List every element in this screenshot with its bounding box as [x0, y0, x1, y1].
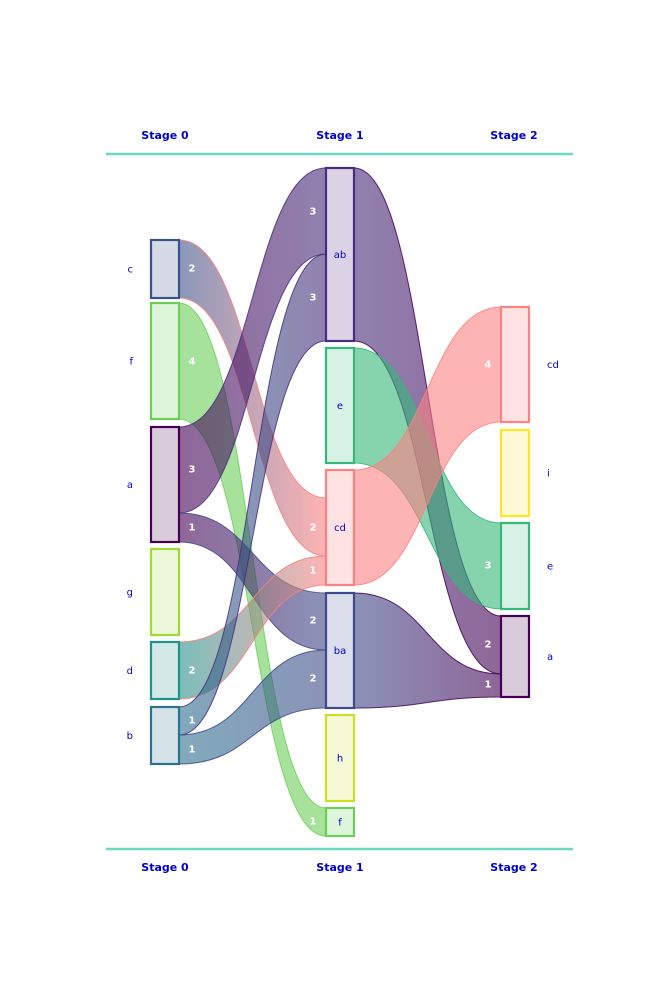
node-stage1-ba [324, 591, 356, 710]
node-stage2-e [499, 521, 531, 611]
node-label-stage2-e: e [547, 562, 553, 573]
nodes [149, 166, 531, 838]
node-label-stage0-f: f [129, 357, 133, 368]
stage-2-footer: Stage 2 [490, 861, 537, 874]
flow-label-dst-b-ba: 2 [310, 674, 317, 685]
node-stage1-e [324, 346, 356, 465]
node-stage0-b [149, 705, 181, 766]
flow-label-src-f-f: 4 [189, 357, 196, 368]
node-label-stage2-i: i [547, 469, 550, 480]
node-stage0-a [149, 425, 181, 544]
flow-label-src-d-cd: 2 [189, 666, 196, 677]
flow-label-dst-e-e: 3 [485, 561, 492, 572]
node-label-stage1-h: h [337, 754, 343, 765]
node-stage1-ab [324, 166, 356, 343]
flow-label-dst-a-ab: 3 [310, 207, 317, 218]
flow-label-dst-ab-a: 2 [485, 640, 492, 651]
flow-label-dst-a-ba: 2 [310, 616, 317, 627]
node-label-stage0-b: b [127, 731, 133, 742]
flows [178, 167, 502, 837]
node-label-stage0-c: c [128, 265, 134, 276]
node-label-stage1-f: f [338, 818, 342, 829]
flow-label-src-a-ba: 1 [189, 523, 196, 534]
stage-1-footer: Stage 1 [316, 861, 363, 874]
stage-0-header: Stage 0 [141, 129, 189, 142]
stage-1-header: Stage 1 [316, 129, 363, 142]
node-label-stage1-e: e [337, 401, 343, 412]
node-stage1-h [324, 713, 356, 803]
node-stage2-cd [499, 305, 531, 424]
flow-label-dst-cd-cd: 4 [485, 360, 492, 371]
flow-label-src-c-cd: 2 [189, 264, 196, 275]
node-label-stage2-cd: cd [547, 360, 559, 371]
node-label-stage1-cd: cd [334, 523, 346, 534]
node-stage1-cd [324, 468, 356, 587]
node-stage0-f [149, 301, 181, 421]
node-label-stage0-a: a [127, 480, 133, 491]
node-stage2-i [499, 428, 531, 518]
node-stage0-g [149, 547, 181, 637]
flow-label-dst-c-cd: 2 [310, 523, 317, 534]
node-stage2-a [499, 614, 531, 699]
flow-label-dst-ba-a: 1 [485, 680, 492, 691]
flow-label-src-b-ba: 1 [189, 745, 196, 756]
stage-2-header: Stage 2 [490, 129, 537, 142]
flow-label-dst-f-f: 1 [310, 817, 317, 828]
flow-label-dst-b-ab: 3 [310, 293, 317, 304]
node-stage1-f [324, 806, 356, 838]
node-label-stage1-ab: ab [334, 250, 346, 261]
flow-label-dst-d-cd: 1 [310, 566, 317, 577]
flow-labels: c f a g d b ab e cd ba h f cd i e a 2 2 4 1 3 3 1 2 2 1 1 3 1 2 3 4 1 2 [127, 207, 559, 829]
node-label-stage0-d: d [127, 666, 133, 677]
node-label-stage2-a: a [547, 652, 553, 663]
stage-0-footer: Stage 0 [141, 861, 189, 874]
flow-label-src-b-ab: 1 [189, 716, 196, 727]
node-label-stage1-ba: ba [334, 646, 346, 657]
node-stage0-c [149, 238, 181, 300]
node-label-stage0-g: g [127, 588, 133, 599]
node-stage0-d [149, 640, 181, 701]
flow-label-src-a-ab: 3 [189, 465, 196, 476]
